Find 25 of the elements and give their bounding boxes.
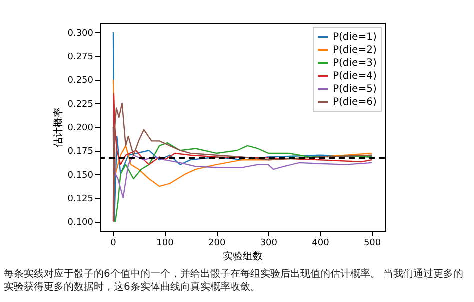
legend-label: P(die=1) — [333, 32, 377, 43]
y-tick-label: 0.200 — [68, 124, 94, 134]
y-tick-label: 0.275 — [68, 52, 94, 63]
y-tick-label: 0.150 — [68, 170, 94, 181]
x-tick-label: 400 — [312, 238, 330, 248]
x-tick-label: 0 — [110, 238, 117, 248]
x-tick-label: 200 — [208, 238, 226, 248]
y-tick-label: 0.125 — [68, 194, 94, 204]
x-axis-title: 实验组数 — [223, 250, 263, 262]
line-series — [112, 142, 373, 222]
y-tick-label: 0.100 — [68, 218, 94, 228]
x-tick-label: 300 — [260, 238, 278, 248]
legend-label: P(die=4) — [333, 71, 377, 82]
y-tick-label: 0.175 — [68, 147, 94, 158]
legend-label: P(die=3) — [333, 58, 377, 69]
legend-label: P(die=2) — [333, 45, 377, 56]
x-tick-label: 500 — [364, 238, 382, 248]
legend-label: P(die=6) — [333, 97, 377, 108]
x-tick-label: 100 — [156, 238, 174, 248]
y-tick-label: 0.250 — [68, 76, 94, 86]
legend-label: P(die=5) — [333, 84, 377, 95]
y-axis-title: 估计概率 — [52, 108, 65, 148]
y-tick-label: 0.225 — [68, 100, 94, 110]
text: 每条实线对应于骰子的6个值中的一个，并给出骰子在每组实验后出现值的估计概率。 当我们通过更多的实验获得更多的数据时，这6条实体曲线向真实概率收敛。 — [4, 268, 465, 294]
y-tick-label: 0.300 — [68, 28, 94, 39]
